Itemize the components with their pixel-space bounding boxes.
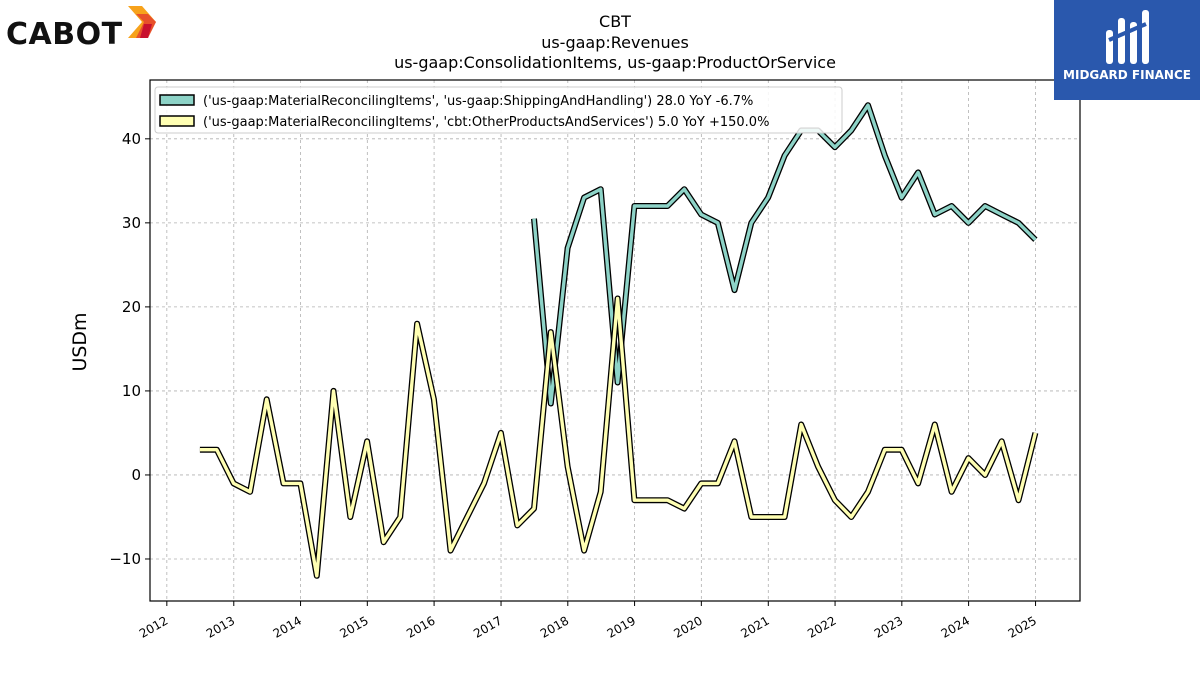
x-tick-label: 2024 [939, 613, 972, 640]
chart-subtitle-line-1: us-gaap:Revenues [541, 33, 689, 52]
y-axis-label: USDm [69, 312, 91, 371]
y-tick-label: 0 [131, 466, 141, 484]
legend-box [154, 86, 843, 134]
chart-title: CBT [599, 12, 631, 31]
cabot-logo: CABOT [4, 4, 164, 54]
series-line [532, 103, 1037, 406]
y-tick-label: 10 [122, 382, 141, 400]
legend-swatch [159, 94, 195, 106]
series-outline [199, 295, 1039, 579]
x-tick-label: 2019 [605, 613, 638, 640]
y-tick-label: −10 [109, 550, 141, 568]
cabot-flame-icon [128, 6, 156, 38]
x-tick-label: 2025 [1006, 613, 1039, 640]
x-tick-label: 2014 [271, 613, 304, 640]
y-tick-label: 20 [122, 298, 141, 316]
cabot-logo-text: CABOT [6, 17, 123, 52]
y-tick-label: 30 [122, 214, 141, 232]
x-tick-label: 2023 [872, 613, 905, 640]
x-tick-label: 2021 [738, 613, 771, 640]
x-tick-label: 2022 [805, 613, 838, 640]
midgard-emblem-icon [1106, 10, 1149, 64]
x-tick-label: 2013 [204, 613, 237, 640]
legend-swatch [159, 115, 195, 127]
plot-frame [149, 79, 1081, 602]
legend-label: ('us-gaap:MaterialReconcilingItems', 'cb… [203, 115, 769, 130]
x-tick-label: 2012 [137, 613, 170, 640]
midgard-finance-logo: MIDGARD FINANCE [1054, 0, 1200, 100]
series-layer [199, 102, 1039, 579]
x-tick-label: 2020 [671, 613, 704, 640]
x-tick-label: 2015 [337, 613, 370, 640]
series-outline [531, 102, 1038, 407]
legend-label: ('us-gaap:MaterialReconcilingItems', 'us… [203, 94, 753, 109]
series-line [199, 296, 1038, 578]
x-tick-label: 2016 [404, 613, 437, 640]
midgard-logo-text: MIDGARD FINANCE [1063, 68, 1191, 82]
x-tick-label: 2018 [538, 613, 571, 640]
chart-subtitle-line-2: us-gaap:ConsolidationItems, us-gaap:Prod… [394, 53, 836, 72]
x-tick-label: 2017 [471, 613, 504, 640]
legend: ('us-gaap:MaterialReconcilingItems', 'us… [154, 86, 843, 134]
grid [150, 80, 1080, 601]
axes: 2012 2013 2014 2015 2016 2017 2018 2019 2020 2021… [109, 130, 1039, 641]
y-tick-label: 40 [122, 130, 141, 148]
